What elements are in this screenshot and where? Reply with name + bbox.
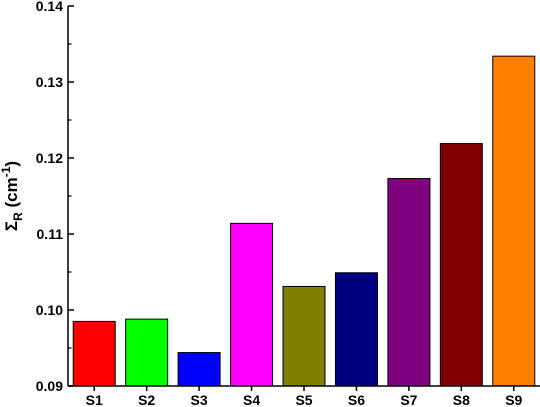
y-axis-label-symbol: Σ bbox=[2, 221, 21, 231]
bar-s6 bbox=[334, 272, 378, 387]
y-tick-label: 0.10 bbox=[36, 302, 63, 318]
x-tick-label-s4: S4 bbox=[243, 392, 260, 407]
x-tick-label-s1: S1 bbox=[86, 392, 103, 407]
bar-s2 bbox=[125, 318, 169, 387]
y-axis-label-unit-exponent: -1 bbox=[0, 166, 13, 177]
x-tick-label-s5: S5 bbox=[295, 392, 312, 407]
y-ticks-group: 0.09 0.10 0.11 0.12 0.13 0.14 bbox=[36, 0, 74, 394]
y-tick-label: 0.12 bbox=[36, 150, 63, 166]
y-tick-label: 0.14 bbox=[36, 0, 63, 14]
bar-s9 bbox=[492, 55, 536, 387]
bar-s5 bbox=[282, 285, 326, 387]
x-tick-label-s9: S9 bbox=[505, 392, 522, 407]
x-tick-label-s8: S8 bbox=[453, 392, 470, 407]
y-tick-label: 0.09 bbox=[36, 378, 63, 394]
bar-s7 bbox=[387, 178, 431, 387]
y-tick-label: 0.11 bbox=[37, 226, 64, 242]
bar-s3 bbox=[177, 352, 221, 387]
y-axis-label-unit-prefix: (cm bbox=[2, 177, 21, 212]
bars-group bbox=[72, 55, 536, 387]
bar-s4 bbox=[230, 222, 274, 387]
x-tick-label-s7: S7 bbox=[400, 392, 417, 407]
x-tick-label-s2: S2 bbox=[138, 392, 155, 407]
bar-s8 bbox=[439, 143, 483, 387]
y-axis-label-unit-suffix: ) bbox=[2, 161, 21, 167]
x-ticks-group: S1 S2 S3 S4 S5 S6 S7 S8 S9 bbox=[86, 386, 523, 407]
y-axis-label: ΣR (cm-1) bbox=[0, 161, 25, 231]
y-axis-label-subscript: R bbox=[11, 212, 25, 221]
bar-s1 bbox=[72, 320, 116, 387]
x-tick-label-s6: S6 bbox=[348, 392, 365, 407]
x-tick-label-s3: S3 bbox=[191, 392, 208, 407]
y-tick-label: 0.13 bbox=[36, 74, 63, 90]
